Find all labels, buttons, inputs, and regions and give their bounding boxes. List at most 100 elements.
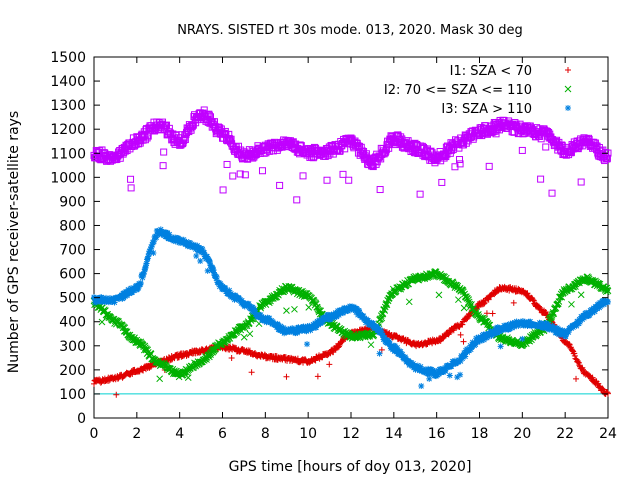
data-point bbox=[599, 385, 606, 392]
data-point bbox=[506, 325, 513, 332]
data-point bbox=[146, 248, 153, 255]
data-point bbox=[227, 135, 235, 143]
data-point bbox=[148, 244, 155, 251]
legend-label: I3: SZA > 110 bbox=[441, 102, 532, 117]
data-point bbox=[605, 298, 611, 305]
data-point bbox=[293, 196, 301, 204]
data-point bbox=[240, 333, 248, 341]
data-point bbox=[150, 238, 157, 245]
data-point bbox=[504, 321, 511, 328]
data-point bbox=[510, 299, 517, 306]
data-point bbox=[566, 340, 573, 347]
data-point bbox=[457, 331, 464, 338]
data-point bbox=[143, 134, 151, 142]
data-point bbox=[448, 363, 455, 370]
data-point bbox=[402, 354, 409, 361]
data-point bbox=[442, 366, 449, 373]
x-tick-label: 6 bbox=[218, 426, 227, 442]
y-tick-label: 700 bbox=[59, 243, 86, 259]
data-point bbox=[323, 176, 331, 184]
data-point bbox=[508, 322, 515, 329]
data-point bbox=[296, 328, 303, 335]
data-point bbox=[405, 298, 413, 306]
data-point bbox=[222, 285, 229, 292]
data-point bbox=[223, 160, 231, 168]
data-point bbox=[529, 296, 536, 303]
data-point bbox=[184, 374, 192, 381]
data-point bbox=[485, 296, 492, 303]
data-point bbox=[571, 350, 578, 357]
data-point bbox=[306, 322, 313, 329]
chart-title: NRAYS. SISTED rt 30s mode. 013, 2020. Ma… bbox=[177, 23, 523, 38]
data-point bbox=[106, 295, 113, 302]
data-point bbox=[435, 291, 443, 299]
x-tick-label: 14 bbox=[385, 426, 403, 442]
data-point bbox=[533, 331, 540, 338]
data-point bbox=[558, 332, 565, 339]
data-point bbox=[305, 303, 313, 311]
legend-marker bbox=[565, 105, 571, 111]
data-point bbox=[313, 324, 320, 331]
x-tick-label: 0 bbox=[90, 426, 99, 442]
data-point bbox=[189, 121, 197, 129]
y-tick-label: 900 bbox=[59, 194, 86, 210]
data-point bbox=[421, 369, 428, 376]
data-point bbox=[469, 343, 476, 350]
data-point bbox=[318, 319, 325, 326]
data-point bbox=[455, 296, 462, 304]
data-point bbox=[454, 374, 461, 381]
data-point bbox=[246, 303, 253, 310]
data-point bbox=[542, 143, 550, 151]
y-tick-label: 1100 bbox=[50, 146, 86, 162]
data-point bbox=[416, 190, 424, 198]
data-point bbox=[573, 322, 580, 329]
data-point bbox=[204, 267, 211, 274]
y-tick-label: 400 bbox=[59, 315, 86, 331]
data-point bbox=[456, 156, 464, 164]
data-point bbox=[234, 142, 242, 150]
data-point bbox=[113, 391, 120, 398]
data-point bbox=[154, 227, 161, 234]
data-point bbox=[266, 315, 273, 322]
axes-layer: 0100200300400500600700800900100011001200… bbox=[50, 50, 617, 442]
legend-label: I1: SZA < 70 bbox=[450, 64, 532, 79]
data-point bbox=[324, 152, 332, 160]
data-point bbox=[312, 299, 319, 307]
data-point bbox=[303, 328, 310, 335]
data-point bbox=[595, 280, 603, 288]
data-point bbox=[593, 142, 601, 150]
data-point bbox=[381, 334, 388, 341]
data-point bbox=[586, 372, 593, 379]
data-point bbox=[145, 250, 152, 257]
data-point bbox=[399, 351, 406, 358]
data-point bbox=[336, 147, 344, 155]
data-point bbox=[397, 348, 404, 355]
data-point bbox=[417, 363, 424, 370]
data-point bbox=[183, 238, 190, 245]
data-point bbox=[300, 323, 307, 330]
x-axis-label: GPS time [hours of doy 013, 2020] bbox=[229, 459, 472, 475]
data-point bbox=[181, 136, 189, 144]
data-point bbox=[460, 338, 467, 345]
data-point bbox=[339, 170, 347, 178]
data-point bbox=[469, 339, 476, 346]
data-point bbox=[423, 368, 430, 375]
data-point bbox=[373, 323, 380, 330]
data-point bbox=[577, 319, 584, 326]
data-point bbox=[494, 329, 501, 336]
data-point bbox=[370, 320, 377, 327]
data-point bbox=[143, 260, 150, 267]
x-tick-label: 4 bbox=[175, 426, 184, 442]
series-layer bbox=[90, 106, 612, 398]
data-point bbox=[372, 160, 380, 168]
data-point bbox=[537, 175, 545, 183]
data-point bbox=[418, 383, 425, 390]
data-point bbox=[431, 368, 438, 375]
data-point bbox=[142, 265, 149, 272]
data-point bbox=[577, 317, 584, 324]
data-point bbox=[589, 309, 596, 316]
data-point bbox=[604, 287, 612, 295]
data-point bbox=[281, 330, 288, 337]
data-point bbox=[213, 275, 220, 282]
x-tick-label: 22 bbox=[556, 426, 574, 442]
